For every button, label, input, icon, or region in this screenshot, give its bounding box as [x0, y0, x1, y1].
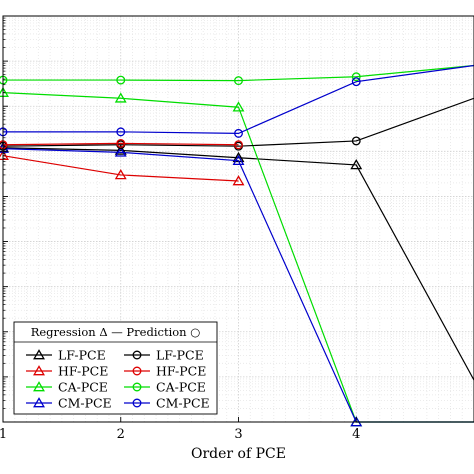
legend: Regression Δ — Prediction ○LF-PCE LF-PCEH… [13, 321, 218, 415]
data-point-prediction-hf-pce [234, 140, 243, 150]
x-tick-label: 1 [0, 427, 7, 442]
data-point-regression-hf-pce [114, 169, 127, 180]
data-point-prediction-hf-pce [116, 138, 126, 148]
data-point-regression-lf-pce [350, 159, 363, 170]
legend-marker [132, 398, 142, 408]
legend-marker [132, 382, 142, 392]
legend-box [13, 321, 218, 415]
series-line-prediction-ca-pce [3, 64, 474, 82]
x-tick-label: 3 [234, 427, 242, 442]
series-prediction-cm-pce [0, 64, 474, 138]
series-line-regression-lf-pce [2, 147, 474, 381]
x-tick-label: 4 [352, 427, 360, 442]
data-point-prediction-lf-pce [351, 136, 361, 146]
legend-marker [33, 381, 45, 392]
series-line-regression-hf-pce [2, 155, 239, 182]
legend-entry: LF-PCE [156, 348, 204, 363]
legend-entry: HF-PCE [58, 364, 108, 379]
legend-entry: CM-PCE [156, 396, 210, 411]
data-point-prediction-cm-pce [351, 77, 361, 87]
data-point-prediction-ca-pce [116, 75, 126, 85]
data-point-prediction-cm-pce [116, 127, 126, 137]
data-point-regression-lf-pce [114, 144, 127, 155]
x-tick-label: 2 [117, 427, 125, 442]
legend-entry: CA-PCE [156, 380, 206, 395]
series-line-prediction-cm-pce [3, 64, 474, 134]
legend-entry: CM-PCE [58, 396, 112, 411]
data-point-regression-ca-pce [114, 92, 127, 103]
data-point-prediction-ca-pce [351, 72, 361, 82]
legend-marker [33, 365, 45, 376]
legend-marker [33, 397, 45, 408]
data-point-regression-cm-pce [114, 146, 127, 157]
legend-entry: LF-PCE [58, 348, 106, 363]
series-line-prediction-hf-pce [2, 142, 239, 146]
data-point-regression-cm-pce [232, 154, 245, 166]
legend-title: Regression Δ — Prediction ○ [31, 325, 201, 339]
series-line-prediction-lf-pce [2, 97, 474, 147]
legend-entry: HF-PCE [156, 364, 206, 379]
legend-marker [33, 349, 45, 360]
legend-marker [132, 350, 142, 360]
data-point-regression-ca-pce [232, 101, 245, 112]
legend-marker [132, 366, 142, 376]
data-point-regression-hf-pce [232, 175, 245, 186]
data-point-prediction-ca-pce [234, 76, 243, 86]
legend-entry: CA-PCE [58, 380, 108, 395]
x-axis-label: Order of PCE [191, 446, 286, 462]
axes: 1 2 3 4 Order of PCE [0, 15, 474, 462]
data-point-prediction-cm-pce [234, 128, 243, 138]
